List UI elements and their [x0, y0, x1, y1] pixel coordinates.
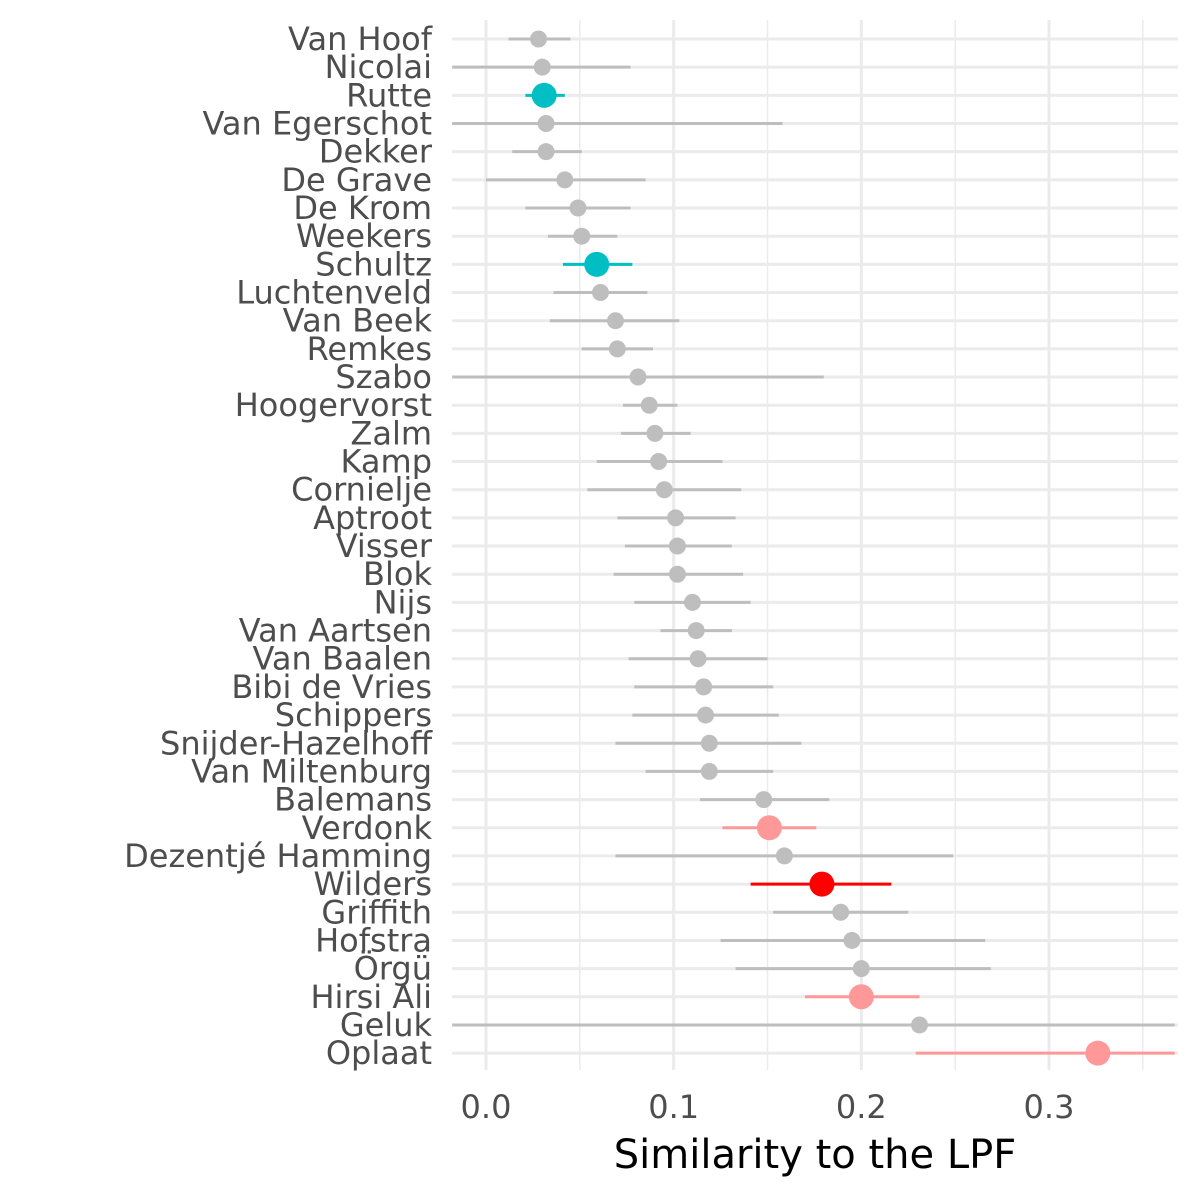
- data-point: [755, 791, 773, 809]
- y-tick-label: Oplaat: [326, 1034, 432, 1072]
- data-point: [700, 762, 718, 780]
- data-point: [756, 815, 782, 841]
- data-point: [569, 199, 587, 217]
- x-tick-label: 0.1: [648, 1088, 699, 1126]
- data-point: [533, 58, 551, 76]
- x-tick-label: 0.2: [836, 1088, 887, 1126]
- y-tick-label: Cornielje: [291, 471, 432, 509]
- data-point: [530, 30, 548, 48]
- data-point: [695, 678, 713, 696]
- y-tick-label: Snijder-Hazelhoff: [160, 724, 433, 762]
- y-tick-label: Dezentjé Hamming: [124, 837, 432, 875]
- y-tick-label: Aptroot: [313, 499, 432, 537]
- y-tick-label: Weekers: [296, 217, 432, 255]
- y-tick-label: Van Beek: [283, 302, 433, 340]
- y-tick-label: Zalm: [350, 414, 432, 452]
- data-point: [640, 396, 658, 414]
- data-point: [668, 565, 686, 583]
- data-point: [629, 368, 647, 386]
- data-point: [537, 115, 555, 133]
- y-tick-label: Nicolai: [325, 48, 432, 86]
- data-point: [689, 650, 707, 668]
- data-point: [531, 82, 557, 108]
- data-point: [646, 424, 664, 442]
- data-point: [556, 171, 574, 189]
- y-tick-label: Luchtenveld: [236, 274, 432, 312]
- data-point: [683, 593, 701, 611]
- y-tick-label: Hirsi Ali: [310, 978, 432, 1016]
- data-point: [911, 1016, 929, 1034]
- y-tick-label: Bibi de Vries: [231, 668, 432, 706]
- y-tick-label: Hofstra: [315, 921, 432, 959]
- y-tick-label: Wilders: [313, 865, 432, 903]
- data-point: [809, 871, 835, 897]
- data-point: [608, 340, 626, 358]
- y-tick-label: Nijs: [374, 583, 432, 621]
- y-tick-label: Van Aartsen: [239, 612, 432, 650]
- y-tick-label: Van Miltenburg: [191, 752, 432, 790]
- y-tick-label: Verdonk: [302, 809, 433, 847]
- data-point: [591, 284, 609, 302]
- y-tick-label: Blok: [363, 555, 432, 593]
- data-point: [852, 960, 870, 978]
- data-point: [832, 903, 850, 921]
- y-tick-label: Szabo: [335, 358, 432, 396]
- y-tick-label: Schultz: [315, 245, 432, 283]
- data-point: [650, 453, 668, 471]
- data-point: [687, 622, 705, 640]
- data-point: [537, 143, 555, 161]
- data-point: [667, 509, 685, 527]
- data-point: [573, 227, 591, 245]
- data-point: [1085, 1040, 1111, 1066]
- y-tick-label: Griffith: [321, 893, 432, 931]
- y-tick-label: De Grave: [281, 161, 432, 199]
- y-tick-label: Kamp: [340, 443, 432, 481]
- y-tick-label: Van Egerschot: [202, 105, 432, 143]
- data-point: [584, 251, 610, 277]
- y-tick-label: Remkes: [307, 330, 432, 368]
- y-tick-label: Geluk: [340, 1006, 433, 1044]
- x-tick-label: 0.0: [461, 1088, 512, 1126]
- data-point: [775, 847, 793, 865]
- y-tick-label: Van Baalen: [253, 640, 433, 678]
- data-point: [655, 481, 673, 499]
- data-point: [848, 984, 874, 1010]
- y-tick-label: Visser: [336, 527, 433, 565]
- data-point: [700, 734, 718, 752]
- data-point: [606, 312, 624, 330]
- data-point: [843, 931, 861, 949]
- x-tick-labels: 0.0 0.1 0.2 0.3: [461, 1088, 1075, 1126]
- y-tick-label: Hoogervorst: [235, 386, 432, 424]
- y-tick-label: Örgü: [354, 950, 432, 988]
- y-tick-label: Schippers: [275, 696, 432, 734]
- data-point: [668, 537, 686, 555]
- y-tick-label: Van Hoof: [288, 20, 433, 58]
- y-tick-label: Rutte: [346, 76, 432, 114]
- data-points: [530, 30, 1111, 1066]
- y-tick-label: Dekker: [319, 133, 433, 171]
- y-tick-label: Balemans: [274, 781, 432, 819]
- x-tick-label: 0.3: [1024, 1088, 1075, 1126]
- y-tick-label: De Krom: [293, 189, 432, 227]
- x-axis-title: Similarity to the LPF: [614, 1132, 1016, 1178]
- data-point: [697, 706, 715, 724]
